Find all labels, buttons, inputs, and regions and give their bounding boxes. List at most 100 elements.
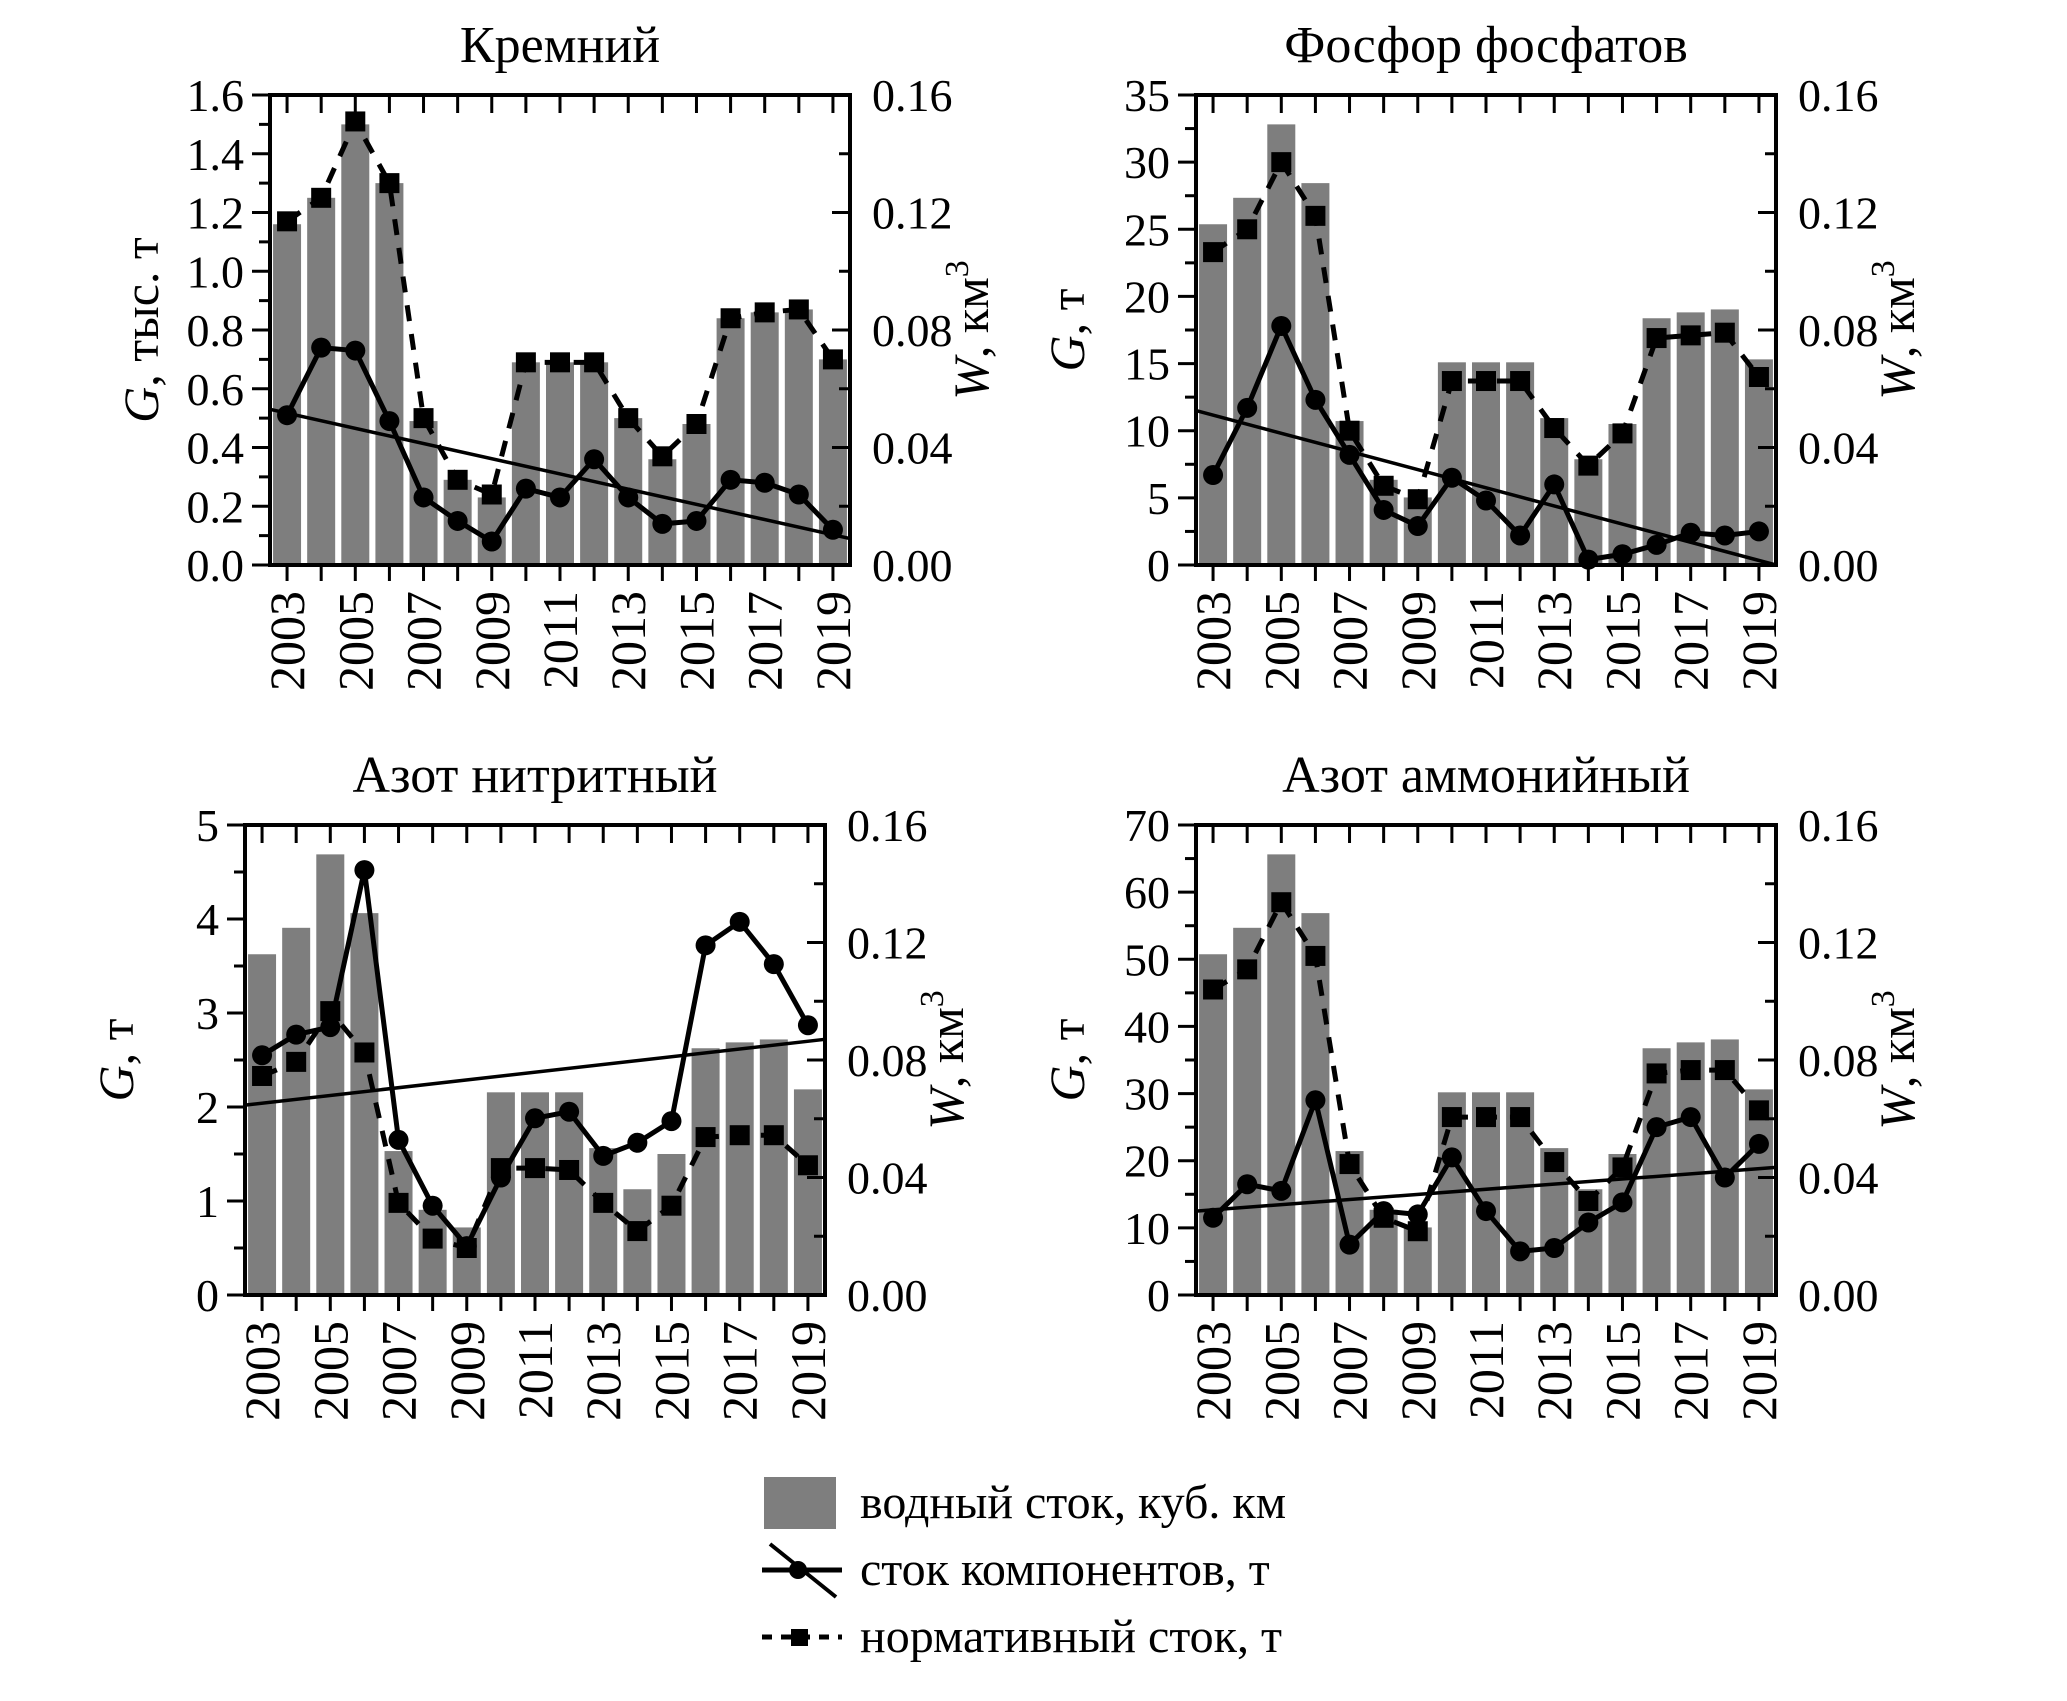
water-bar [759,1039,788,1295]
legend-item-component-flow: сток компонентов, т [762,1541,1286,1599]
legend-label-component-flow: сток компонентов, т [860,1543,1270,1596]
water-bar [682,424,711,565]
water-bar [307,197,336,565]
svg-text:0.12: 0.12 [847,918,928,969]
svg-text:2005: 2005 [302,1321,358,1421]
svg-text:1.4: 1.4 [187,129,245,180]
chart-phosphate-phosphorus: Фосфор фосфатов 0 5 10 15 20 25 30 35 0.00 0.04 0.0… [1034,0,2067,730]
chart-title: Кремний [460,17,660,74]
svg-text:0.00: 0.00 [872,540,953,591]
water-bar [1233,927,1262,1295]
svg-text:0.04: 0.04 [1798,1153,1879,1204]
svg-text:3: 3 [196,988,219,1039]
svg-text:60: 60 [1124,867,1170,918]
svg-text:2007: 2007 [1322,1321,1378,1421]
svg-text:20: 20 [1124,271,1170,322]
svg-text:0.12: 0.12 [872,188,953,239]
axis-ticks [1178,93,1776,581]
svg-text:35: 35 [1124,70,1170,121]
svg-text:2011: 2011 [532,591,588,689]
x-axis-tick-labels: 2003 2005 2007 2009 2011 2013 2015 2017 2019 [234,1321,836,1421]
svg-text:50: 50 [1124,934,1170,985]
chart-nitrite-nitrogen-svg: Азот нитритный 0 1 2 3 4 5 0.00 0.04 0.08 0.12 0.16… [88,747,974,1421]
water-bar [1199,954,1228,1295]
water-bar [657,1154,686,1295]
svg-text:0.12: 0.12 [1798,918,1879,969]
svg-text:0.16: 0.16 [847,800,928,851]
svg-text:0.04: 0.04 [872,423,953,474]
svg-text:2003: 2003 [234,1321,290,1421]
normative-flow-markers [277,111,843,505]
chart-title: Азот нитритный [353,747,718,804]
svg-text:2019: 2019 [1731,591,1787,691]
svg-text:0: 0 [1147,540,1170,591]
svg-text:0.16: 0.16 [1798,800,1879,851]
svg-text:2017: 2017 [712,1321,768,1421]
svg-text:0.08: 0.08 [1798,305,1879,356]
water-bar [716,318,745,565]
svg-text:5: 5 [196,800,219,851]
axis-ticks [252,93,850,581]
legend-label-normative-flow: нормативный сток, т [860,1610,1282,1663]
component-flow-markers [1203,315,1769,570]
svg-text:2011: 2011 [1458,1321,1514,1419]
chart-title: Азот аммонийный [1282,747,1690,804]
legend-item-water-flow: водный сток, куб. км [762,1474,1286,1532]
water-bar [1642,318,1671,565]
chart-silicon: Кремний 0.0 0.2 0.4 0.6 0.8 1.0 1.2 1.4 1.6 0.00 0.… [0,0,1033,730]
water-bars [273,124,847,565]
water-bar [1642,1048,1671,1295]
svg-text:0.4: 0.4 [187,423,245,474]
water-bar [248,954,277,1295]
svg-text:1.2: 1.2 [187,188,245,239]
svg-text:0.8: 0.8 [187,305,245,356]
svg-text:2013: 2013 [1526,1321,1582,1421]
svg-text:0.12: 0.12 [1798,188,1879,239]
svg-text:2017: 2017 [1663,1321,1719,1421]
svg-text:2005: 2005 [1253,591,1309,691]
legend-label-water-flow: водный сток, куб. км [860,1476,1287,1529]
component-flow-markers [277,337,843,552]
svg-text:1.0: 1.0 [187,246,245,297]
svg-text:2007: 2007 [1322,591,1378,691]
trend-line [1195,1165,1777,1213]
water-bar [648,459,677,565]
right-axis-label: W, км3 [914,990,974,1130]
svg-text:0.2: 0.2 [187,481,245,532]
svg-text:0.0: 0.0 [187,540,245,591]
svg-text:2019: 2019 [780,1321,836,1421]
water-bar [1710,309,1739,565]
svg-text:2007: 2007 [371,1321,427,1421]
normative-flow-line [261,1006,810,1251]
svg-text:2019: 2019 [1731,1321,1787,1421]
water-bar [1267,854,1296,1295]
svg-text:0.08: 0.08 [872,305,953,356]
svg-text:2015: 2015 [643,1321,699,1421]
svg-text:0.16: 0.16 [1798,70,1879,121]
left-axis-tick-labels: 0.0 0.2 0.4 0.6 0.8 1.0 1.2 1.4 1.6 [187,70,245,591]
x-axis-tick-labels: 2003 2005 2007 2009 2011 2013 2015 2017 2019 [1185,591,1787,691]
water-bar [1744,1089,1773,1295]
water-bar [589,1148,618,1295]
water-bar [1608,424,1637,565]
svg-text:2013: 2013 [600,591,656,691]
water-bar [1540,1148,1569,1295]
chart-nitrite-nitrogen: Азот нитритный 0 1 2 3 4 5 0.00 0.04 0.08 0.12 0.16… [0,730,1033,1460]
dashed-line-square-icon [762,1629,842,1646]
water-bars [1199,854,1773,1295]
normative-flow-line [1211,157,1761,503]
axis-ticks [1178,823,1776,1311]
svg-text:0.16: 0.16 [872,70,953,121]
water-bar [1472,362,1500,565]
svg-text:0.08: 0.08 [847,1035,928,1086]
svg-text:40: 40 [1124,1001,1170,1052]
water-bar [691,1048,720,1295]
svg-text:0.04: 0.04 [1798,423,1879,474]
svg-text:2009: 2009 [1390,1321,1446,1421]
left-axis-label: G, тыс. т [113,237,169,423]
right-axis-label: W, км3 [939,260,999,400]
trend-line [269,407,851,541]
legend-item-normative-flow: нормативный сток, т [762,1608,1286,1666]
water-bar [793,1089,822,1295]
